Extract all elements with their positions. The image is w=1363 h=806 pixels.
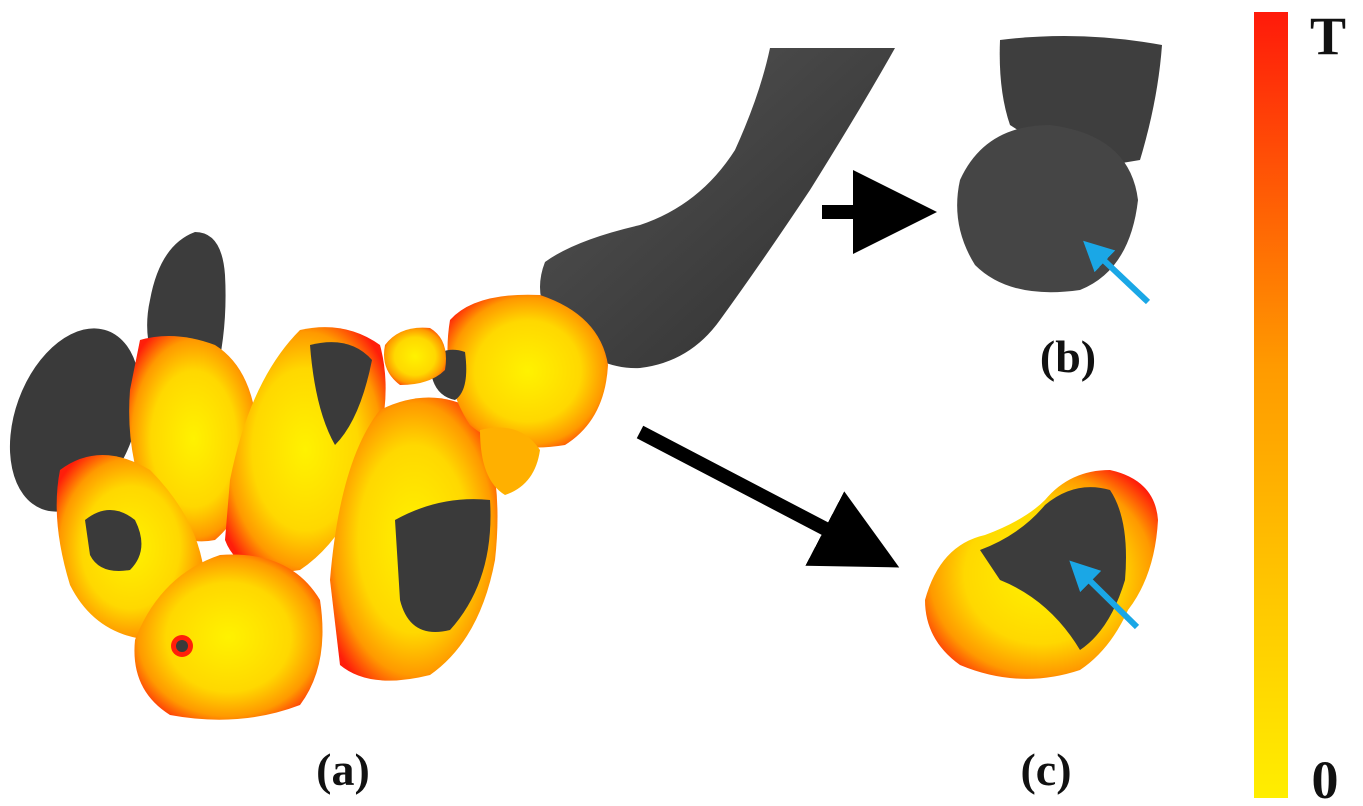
color-scale-bar [1254, 12, 1288, 798]
radius-bone [540, 48, 895, 369]
dark-patch [85, 510, 142, 571]
blue-arrow-b [1083, 240, 1151, 305]
panel-b-illustration [957, 36, 1162, 305]
panel-c-illustration [925, 470, 1158, 679]
blue-arrow-c [1069, 560, 1140, 630]
panel-label-a: (a) [316, 744, 370, 795]
color-scale-min-label: 0 [1312, 750, 1339, 806]
panel-label-c: (c) [1020, 744, 1071, 795]
hotspot-core [176, 640, 188, 652]
panel-label-b: (b) [1040, 331, 1096, 382]
color-scale-max-label: T [1310, 6, 1346, 66]
dark-patch-c [980, 487, 1126, 650]
dark-patch [395, 499, 491, 632]
panel-a-illustration [9, 48, 895, 720]
color-scale: T 0 [1254, 6, 1346, 806]
carpal-bone-4 [134, 554, 323, 720]
carpal-bone-8 [480, 427, 540, 495]
dark-patch [310, 342, 372, 445]
carpal-bone-6 [447, 294, 608, 448]
carpal-bone-7 [384, 327, 446, 385]
arrow-to-c [636, 425, 900, 568]
